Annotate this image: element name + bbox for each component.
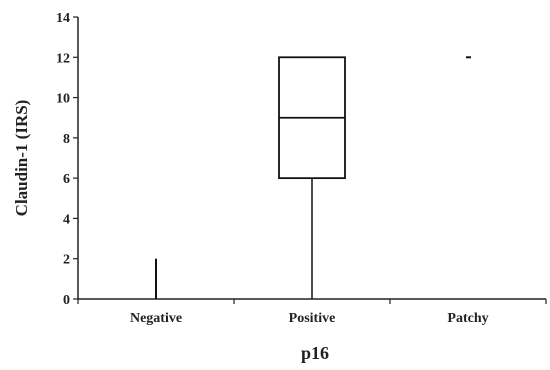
y-tick-label: 4: [63, 212, 70, 227]
x-axis-label: p16: [301, 343, 329, 363]
y-tick-label: 10: [56, 92, 70, 107]
x-tick-label: Patchy: [447, 311, 488, 326]
y-tick-label: 14: [56, 11, 70, 26]
y-axis-label: Claudin-1 (IRS): [12, 100, 31, 217]
y-tick-label: 8: [63, 132, 70, 147]
box-positive: [278, 56, 346, 299]
x-ticks: Negative Positive Patchy: [77, 299, 547, 326]
y-tick-label: 2: [63, 253, 70, 268]
x-tick-label: Positive: [289, 311, 336, 326]
y-tick-label: 12: [56, 51, 70, 66]
x-tick-label: Negative: [130, 311, 182, 326]
boxes: [155, 56, 471, 299]
y-tick-label: 0: [63, 293, 70, 308]
y-ticks: 0 2 4 6 8 10 12 14: [56, 11, 78, 308]
y-tick-label: 6: [63, 172, 70, 187]
